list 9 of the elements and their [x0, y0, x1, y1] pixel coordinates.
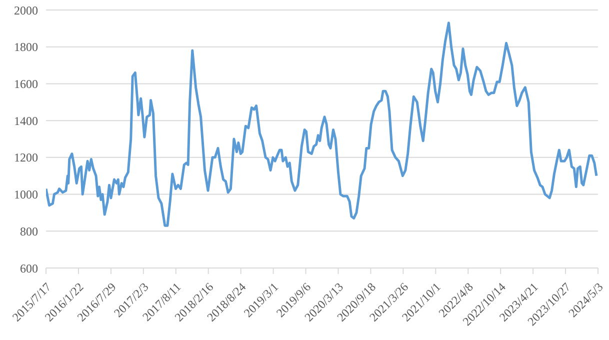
y-tick-label: 2000: [14, 3, 38, 18]
y-tick-label: 800: [20, 224, 38, 238]
line-series: [46, 22, 598, 227]
y-tick-label: 1000: [14, 188, 38, 202]
y-tick-label: 1400: [14, 114, 38, 128]
y-tick-label: 600: [20, 261, 38, 276]
y-tick-label: 1200: [14, 150, 38, 165]
y-tick-label: 1600: [14, 76, 38, 91]
y-tick-label: 1800: [14, 40, 38, 54]
